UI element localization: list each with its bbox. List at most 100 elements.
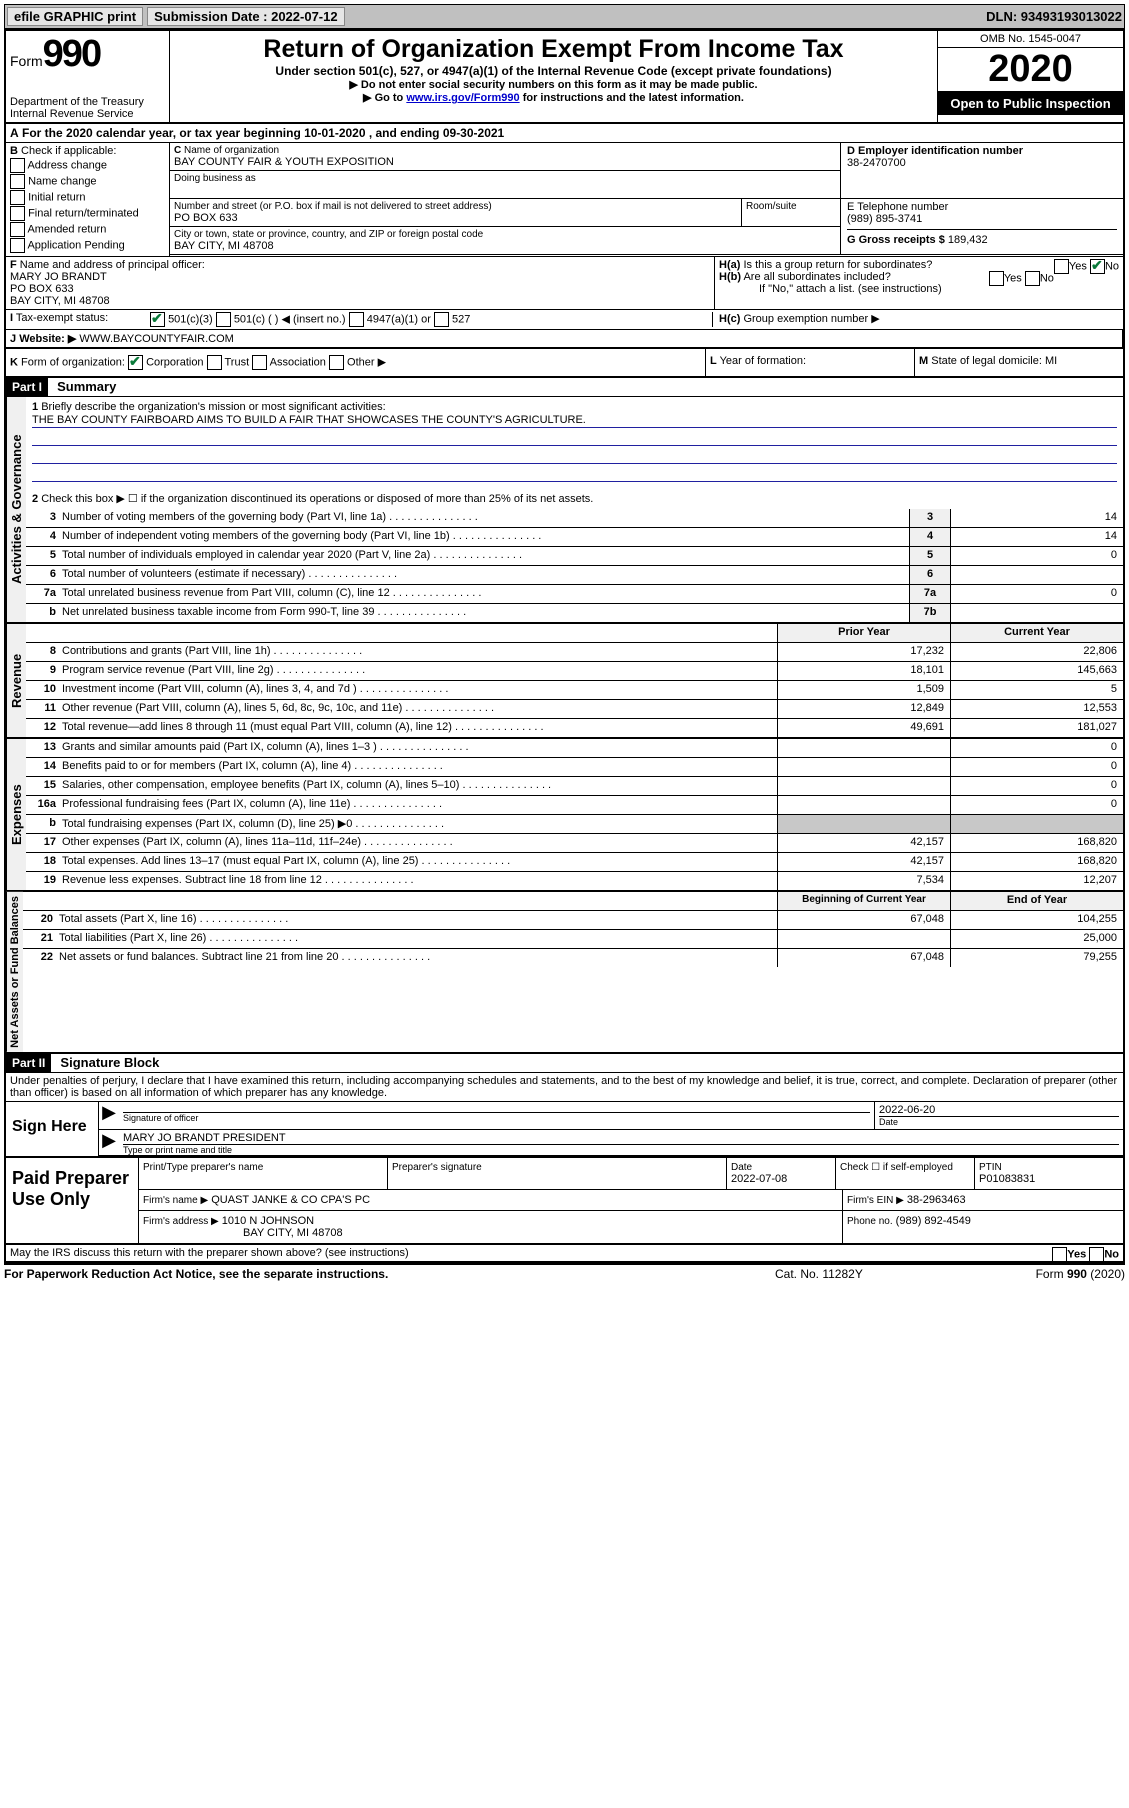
line-22: 22Net assets or fund balances. Subtract … bbox=[23, 949, 1123, 967]
governance-label: Activities & Governance bbox=[6, 397, 26, 622]
sig-date-value: 2022-06-20 bbox=[879, 1104, 1119, 1116]
gov-line-5: 5Total number of individuals employed in… bbox=[26, 547, 1123, 566]
discuss-no-chk[interactable] bbox=[1089, 1247, 1104, 1262]
sign-here-section: Sign Here ▶ Signature of officer 2022-06… bbox=[6, 1102, 1123, 1158]
org-address: PO BOX 633 bbox=[174, 212, 737, 224]
phone-label: E Telephone number bbox=[847, 201, 1117, 213]
chk-4947[interactable] bbox=[349, 312, 364, 327]
beginning-year-hdr: Beginning of Current Year bbox=[777, 892, 950, 910]
year-formation-label: Year of formation: bbox=[720, 355, 806, 367]
chk-other[interactable] bbox=[329, 355, 344, 370]
hb-yes[interactable]: Yes bbox=[1004, 272, 1022, 284]
opt-4947: 4947(a)(1) or bbox=[367, 313, 431, 325]
officer-label: Name and address of principal officer: bbox=[20, 259, 205, 271]
discuss-row: May the IRS discuss this return with the… bbox=[6, 1245, 1123, 1263]
line-16a: 16aProfessional fundraising fees (Part I… bbox=[26, 796, 1123, 815]
line-15: 15Salaries, other compensation, employee… bbox=[26, 777, 1123, 796]
chk-application-pending[interactable]: Application Pending bbox=[10, 238, 165, 253]
state-domicile-value: MI bbox=[1045, 355, 1057, 367]
discuss-yes: Yes bbox=[1067, 1248, 1086, 1260]
submission-date-button[interactable]: Submission Date : 2022-07-12 bbox=[147, 7, 345, 26]
chk-final-return[interactable]: Final return/terminated bbox=[10, 206, 165, 221]
form-ref: Form 990 (2020) bbox=[975, 1267, 1125, 1281]
current-year-hdr: Current Year bbox=[950, 624, 1123, 642]
phone-value: (989) 895-3741 bbox=[847, 213, 1117, 225]
ha-label: Is this a group return for subordinates? bbox=[743, 259, 932, 271]
form-number: 990 bbox=[43, 33, 100, 75]
hb-label: Are all subordinates included? bbox=[743, 271, 890, 283]
chk-corporation[interactable] bbox=[128, 355, 143, 370]
irs-link[interactable]: www.irs.gov/Form990 bbox=[406, 92, 519, 104]
paid-preparer-section: Paid Preparer Use Only Print/Type prepar… bbox=[6, 1158, 1123, 1245]
part-ii-tag: Part II bbox=[6, 1054, 51, 1072]
hb-no[interactable]: No bbox=[1040, 272, 1054, 284]
opt-501c3: 501(c)(3) bbox=[168, 313, 213, 325]
firm-addr-label: Firm's address ▶ bbox=[143, 1216, 219, 1227]
prior-year-hdr: Prior Year bbox=[777, 624, 950, 642]
opt-other: Other ▶ bbox=[347, 356, 386, 368]
mission-text: THE BAY COUNTY FAIRBOARD AIMS TO BUILD A… bbox=[32, 413, 1117, 428]
org-city: BAY CITY, MI 48708 bbox=[174, 240, 836, 252]
ssn-warning: ▶ Do not enter social security numbers o… bbox=[176, 78, 931, 91]
opt-501c: 501(c) ( ) ◀ (insert no.) bbox=[234, 313, 346, 325]
dba-label: Doing business as bbox=[174, 173, 836, 184]
check-applicable-label: Check if applicable: bbox=[21, 145, 116, 157]
part-i-tag: Part I bbox=[6, 378, 48, 396]
chk-501c[interactable] bbox=[216, 312, 231, 327]
efile-topbar: efile GRAPHIC print Submission Date : 20… bbox=[4, 4, 1125, 29]
chk-name-change[interactable]: Name change bbox=[10, 174, 165, 189]
chk-initial-return[interactable]: Initial return bbox=[10, 190, 165, 205]
part-ii-header: Part II Signature Block bbox=[6, 1054, 1123, 1073]
line-10: 10Investment income (Part VIII, column (… bbox=[26, 681, 1123, 700]
footer: For Paperwork Reduction Act Notice, see … bbox=[4, 1265, 1125, 1283]
ha-no[interactable]: No bbox=[1105, 260, 1119, 272]
penalty-statement: Under penalties of perjury, I declare th… bbox=[6, 1073, 1123, 1102]
sig-arrow-icon-2: ▶ bbox=[99, 1130, 119, 1155]
sign-here-label: Sign Here bbox=[6, 1102, 98, 1156]
ha-yes[interactable]: Yes bbox=[1069, 260, 1087, 272]
goto-post: for instructions and the latest informat… bbox=[520, 92, 744, 104]
ein-value: 38-2470700 bbox=[847, 157, 1117, 169]
website-row: J Website: ▶ WWW.BAYCOUNTYFAIR.COM bbox=[6, 330, 1123, 349]
type-name-label: Type or print name and title bbox=[123, 1144, 1119, 1155]
gov-line-3: 3Number of voting members of the governi… bbox=[26, 509, 1123, 528]
line-b: bTotal fundraising expenses (Part IX, co… bbox=[26, 815, 1123, 834]
chk-address-change[interactable]: Address change bbox=[10, 158, 165, 173]
k-org-row: K Form of organization: Corporation Trus… bbox=[6, 349, 1123, 378]
efile-print-button[interactable]: efile GRAPHIC print bbox=[7, 7, 143, 26]
discuss-yes-chk[interactable] bbox=[1052, 1247, 1067, 1262]
end-year-hdr: End of Year bbox=[950, 892, 1123, 910]
gov-line-7a: 7aTotal unrelated business revenue from … bbox=[26, 585, 1123, 604]
firm-addr2: BAY CITY, MI 48708 bbox=[143, 1227, 343, 1239]
chk-trust[interactable] bbox=[207, 355, 222, 370]
dln-value: DLN: 93493193013022 bbox=[986, 9, 1122, 24]
revenue-section: Revenue Prior Year Current Year 8Contrib… bbox=[6, 624, 1123, 739]
line-9: 9Program service revenue (Part VIII, lin… bbox=[26, 662, 1123, 681]
opt-corporation: Corporation bbox=[146, 356, 203, 368]
form-subtitle: Under section 501(c), 527, or 4947(a)(1)… bbox=[176, 64, 931, 78]
website-value: WWW.BAYCOUNTYFAIR.COM bbox=[79, 333, 233, 345]
gov-line-b: bNet unrelated business taxable income f… bbox=[26, 604, 1123, 622]
firm-phone: (989) 892-4549 bbox=[896, 1215, 971, 1227]
chk-association[interactable] bbox=[252, 355, 267, 370]
website-label: Website: ▶ bbox=[19, 333, 76, 345]
chk-527[interactable] bbox=[434, 312, 449, 327]
firm-name-label: Firm's name ▶ bbox=[143, 1195, 208, 1206]
opt-association: Association bbox=[270, 356, 326, 368]
prep-date-label: Date bbox=[731, 1162, 831, 1173]
omb-number: OMB No. 1545-0047 bbox=[938, 31, 1123, 48]
line-19: 19Revenue less expenses. Subtract line 1… bbox=[26, 872, 1123, 890]
part-i-title: Summary bbox=[51, 377, 122, 396]
revenue-label: Revenue bbox=[6, 624, 26, 737]
sig-name-title: MARY JO BRANDT PRESIDENT bbox=[123, 1132, 1119, 1144]
chk-501c3[interactable] bbox=[150, 312, 165, 327]
expenses-label: Expenses bbox=[6, 739, 26, 890]
addr-label: Number and street (or P.O. box if mail i… bbox=[174, 201, 737, 212]
chk-amended-return[interactable]: Amended return bbox=[10, 222, 165, 237]
officer-name: MARY JO BRANDT bbox=[10, 271, 107, 283]
state-domicile-label: State of legal domicile: bbox=[931, 355, 1042, 367]
tax-status-row: I Tax-exempt status: 501(c)(3) 501(c) ( … bbox=[6, 309, 1123, 330]
mission-label: Briefly describe the organization's miss… bbox=[41, 401, 385, 413]
form-org-label: Form of organization: bbox=[21, 356, 125, 368]
dept-treasury: Department of the Treasury Internal Reve… bbox=[10, 96, 165, 120]
